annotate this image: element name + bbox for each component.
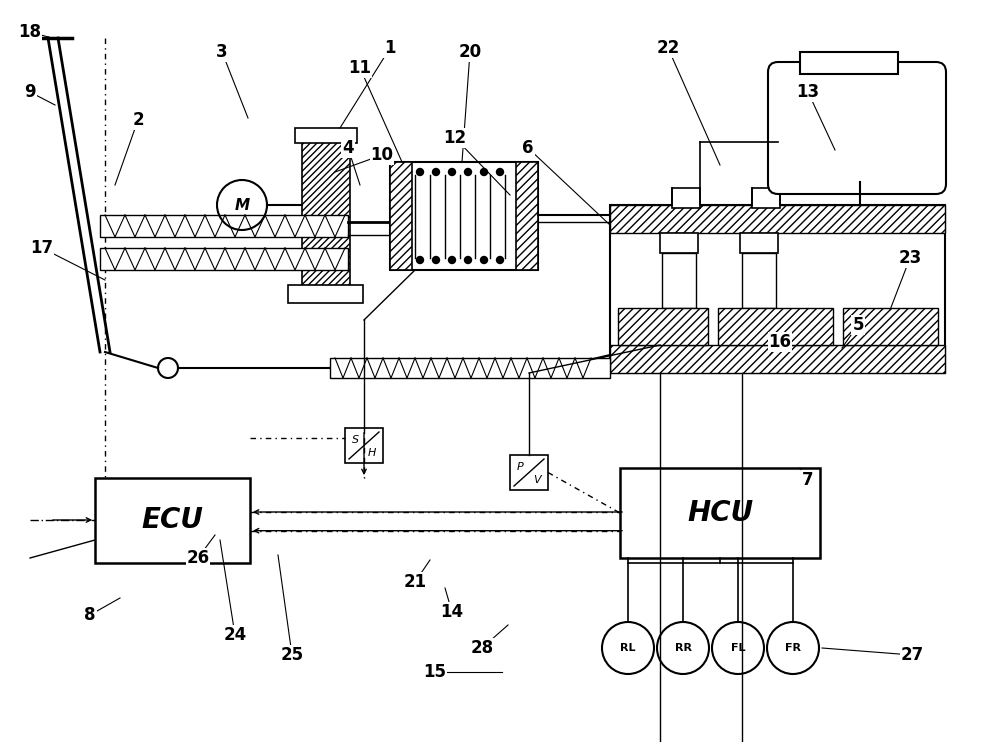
Text: 27: 27: [900, 646, 924, 664]
Text: RL: RL: [620, 643, 636, 653]
Text: 8: 8: [84, 606, 96, 624]
Text: ECU: ECU: [142, 507, 203, 534]
Text: RR: RR: [674, 643, 692, 653]
Text: HCU: HCU: [687, 499, 753, 527]
Bar: [660, 233, 698, 253]
Circle shape: [432, 257, 440, 263]
Bar: [390, 162, 412, 270]
Text: 22: 22: [656, 39, 680, 57]
Text: 13: 13: [796, 83, 820, 101]
Text: 28: 28: [470, 639, 494, 657]
Text: 2: 2: [132, 111, 144, 129]
Text: 12: 12: [443, 129, 467, 147]
Text: 18: 18: [18, 23, 42, 41]
Text: 10: 10: [370, 146, 394, 164]
Text: FR: FR: [785, 643, 801, 653]
Text: 3: 3: [216, 43, 228, 61]
Text: 26: 26: [186, 549, 210, 567]
Bar: [800, 52, 898, 74]
Bar: [740, 233, 778, 253]
Text: 21: 21: [403, 573, 427, 591]
Circle shape: [448, 257, 456, 263]
Bar: [620, 468, 820, 558]
Text: H: H: [368, 448, 376, 458]
Text: 1: 1: [384, 39, 396, 57]
Text: 4: 4: [342, 139, 354, 157]
Text: S: S: [352, 435, 359, 445]
Text: 15: 15: [424, 663, 446, 681]
Text: 9: 9: [24, 83, 36, 101]
Bar: [610, 205, 945, 373]
FancyBboxPatch shape: [768, 62, 946, 194]
Text: 20: 20: [458, 43, 482, 61]
Text: V: V: [533, 475, 541, 485]
Text: 14: 14: [440, 603, 464, 621]
Circle shape: [464, 257, 472, 263]
Bar: [618, 308, 708, 345]
Text: 24: 24: [223, 626, 247, 644]
Circle shape: [496, 257, 504, 263]
Circle shape: [464, 168, 472, 176]
Text: FL: FL: [731, 643, 745, 653]
Text: 5: 5: [852, 316, 864, 334]
Bar: [742, 253, 776, 308]
Bar: [752, 188, 780, 208]
Circle shape: [480, 168, 488, 176]
Bar: [610, 345, 945, 373]
Bar: [100, 215, 348, 237]
Text: 6: 6: [522, 139, 534, 157]
Bar: [302, 138, 350, 286]
Bar: [100, 248, 348, 270]
Text: 17: 17: [30, 239, 54, 257]
Bar: [516, 162, 538, 270]
Bar: [510, 455, 548, 490]
Bar: [662, 253, 696, 308]
Circle shape: [432, 168, 440, 176]
Bar: [95, 478, 250, 563]
Text: 23: 23: [898, 249, 922, 267]
Text: 11: 11: [349, 59, 372, 77]
Bar: [672, 188, 700, 208]
Circle shape: [416, 257, 424, 263]
Bar: [295, 128, 357, 143]
Bar: [330, 358, 610, 378]
Text: P: P: [517, 462, 524, 472]
Circle shape: [480, 257, 488, 263]
Circle shape: [448, 168, 456, 176]
Bar: [345, 428, 383, 463]
Bar: [390, 162, 538, 270]
Bar: [610, 205, 945, 233]
Text: 25: 25: [280, 646, 304, 664]
Bar: [843, 308, 938, 345]
Text: 7: 7: [802, 471, 814, 489]
Circle shape: [496, 168, 504, 176]
Text: M: M: [234, 197, 250, 212]
Text: 16: 16: [768, 333, 792, 351]
Bar: [288, 285, 363, 303]
Bar: [718, 308, 833, 345]
Circle shape: [416, 168, 424, 176]
